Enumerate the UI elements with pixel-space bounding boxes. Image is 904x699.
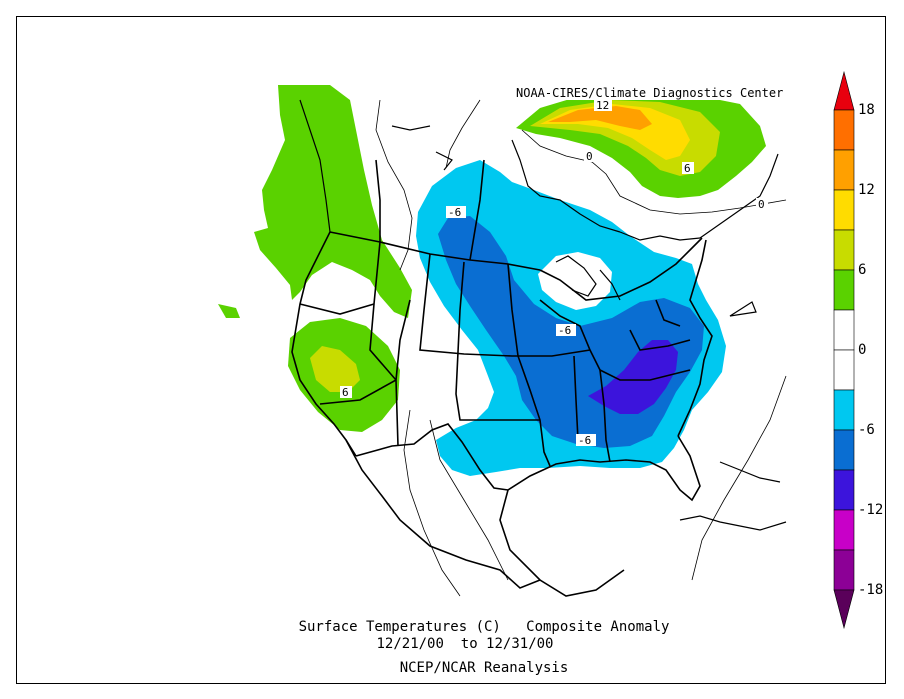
contour-label: -6 [448,206,461,219]
colorbar [833,70,855,630]
data-source: NCEP/NCAR Reanalysis [399,660,569,676]
coastlines [299,99,787,531]
political-boundaries [291,159,713,597]
colorbar-top-arrow [833,70,855,111]
contour-label-group: 12 0 6 0 -6 -6 6 -6 [340,99,768,447]
contour-label: 12 [596,99,609,112]
colorbar-band [833,349,855,391]
colorbar-band [833,469,855,511]
colorbar-band [833,429,855,471]
date-range: 12/21/00 to 12/31/00 [376,636,554,652]
colorbar-label: 12 [858,182,875,198]
colorbar-band [833,309,855,351]
contour-label: 0 [586,150,593,163]
colorbar-label: 0 [858,342,867,358]
colorbar-label: 18 [858,102,875,118]
colorbar-bottom-arrow [833,589,855,630]
map-title: Surface Temperatures (C) Composite Anoma… [298,619,670,635]
contour-label: 0 [758,198,765,211]
contour-label: 6 [342,386,349,399]
neutral-area-great-lakes [538,252,612,310]
colorbar-band [833,389,855,431]
warm-anomaly-island [218,304,240,318]
colorbar-band [833,149,855,191]
colorbar-label: -18 [858,582,884,598]
credit-label: NOAA-CIRES/Climate Diagnostics Center [516,86,784,100]
contour-lines [375,99,787,597]
warm-anomaly-southwest-core [310,346,360,392]
colorbar-band [833,109,855,151]
cold-anomaly-strong [588,340,678,414]
colorbar-band [833,229,855,271]
warm-anomaly-northeast-core [548,106,652,130]
colorbar-label: -6 [858,422,875,438]
colorbar-band [833,189,855,231]
colorbar-band [833,509,855,551]
colorbar-band [833,549,855,591]
warm-anomaly-northwest [254,85,412,318]
contour-label: -6 [558,324,571,337]
colorbar-label: -12 [858,502,884,518]
colorbar-label: 6 [858,262,867,278]
colorbar-band [833,269,855,311]
contour-label: -6 [578,434,591,447]
contour-label: 6 [684,162,691,175]
